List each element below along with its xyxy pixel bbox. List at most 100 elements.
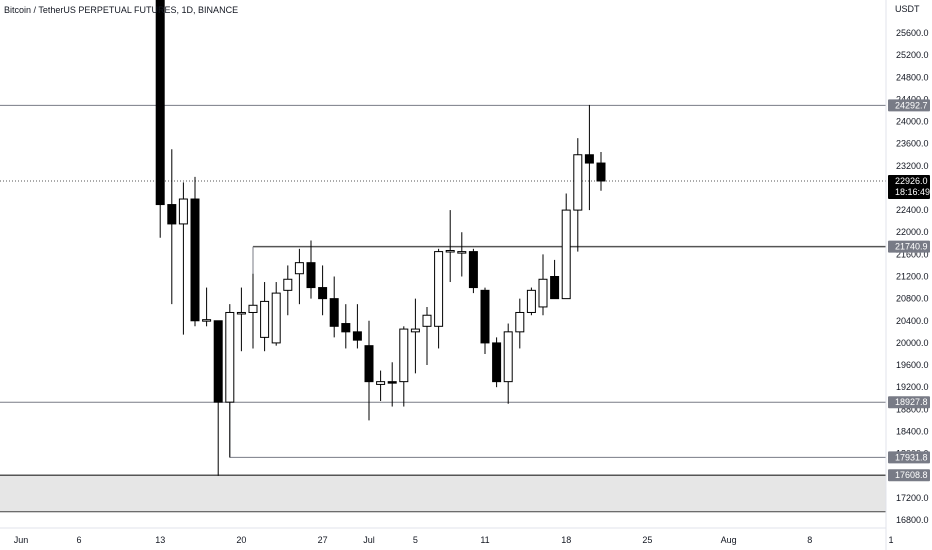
level-price-tag-bg: [888, 451, 930, 464]
date-tick-label: 11: [480, 535, 489, 545]
currency-label: USDT: [895, 4, 920, 14]
price-tick-label: 17200.0: [896, 493, 929, 503]
date-tick-label: 18: [561, 535, 571, 545]
candle: [236, 287, 246, 352]
price-tick-label: 19200.0: [896, 382, 929, 392]
candle-body: [352, 331, 362, 341]
candle: [190, 176, 200, 327]
candle-body: [526, 289, 536, 313]
candle-body: [410, 328, 420, 333]
price-tick-label: 22000.0: [896, 227, 929, 237]
candle: [526, 287, 536, 316]
countdown-text: 18:16:49: [895, 187, 930, 197]
candle: [596, 151, 606, 191]
candle: [283, 265, 293, 316]
date-tick-label: Jul: [363, 535, 375, 545]
candle-body: [561, 209, 571, 300]
candle: [318, 265, 328, 316]
demand-zone-layer: [0, 475, 886, 513]
candle: [468, 248, 478, 294]
chart-title: Bitcoin / TetherUS PERPETUAL FUTURES, 1D…: [4, 5, 238, 15]
candle: [225, 304, 235, 458]
price-tick-label: 24000.0: [896, 117, 929, 127]
price-tick-label: 19600.0: [896, 360, 929, 370]
candle-body: [550, 276, 560, 300]
price-tick-label: 22400.0: [896, 205, 929, 215]
candle: [457, 232, 467, 277]
candle: [573, 138, 583, 252]
candle: [410, 298, 420, 374]
candle-body: [399, 328, 409, 383]
candle: [550, 259, 560, 300]
candle: [202, 287, 212, 327]
candle-body: [480, 289, 490, 344]
date-tick-label: 27: [318, 535, 328, 545]
candle-body: [503, 331, 513, 383]
price-tick-label: 20400.0: [896, 316, 929, 326]
candle-body: [422, 314, 432, 327]
candle-body: [492, 342, 502, 383]
demand-zone: [0, 475, 886, 512]
price-tags-layer: 24292.7 21740.9 18927.8 17931.8 17608.8 22926…: [888, 99, 930, 482]
level-price-tag-text: 18927.8: [895, 397, 928, 407]
candle: [306, 240, 316, 299]
date-tick-label: 6: [76, 535, 81, 545]
candle: [434, 248, 444, 349]
candle-body: [457, 251, 467, 254]
current-price-tag-text: 22926.0: [895, 176, 928, 186]
candle: [480, 287, 490, 354]
candle: [561, 193, 571, 300]
price-tick-label: 23600.0: [896, 139, 929, 149]
candle: [503, 323, 513, 404]
candle-body: [213, 320, 223, 403]
candle: [492, 337, 502, 388]
candle-body: [306, 262, 316, 289]
price-tick-label: 23200.0: [896, 161, 929, 171]
candle-body: [318, 287, 328, 300]
level-price-tag-bg: [888, 396, 930, 409]
candle-body: [225, 311, 235, 403]
date-tick-label: 5: [413, 535, 418, 545]
candle: [538, 254, 548, 316]
time-axis[interactable]: Jun 6 13 20 27 Jul 5 11 18 25 Aug 8 1: [14, 535, 894, 545]
candle-body: [236, 311, 246, 315]
candle: [515, 298, 525, 349]
candle-body: [190, 198, 200, 322]
candle: [213, 320, 223, 476]
candle: [341, 304, 351, 349]
date-tick-label: 13: [155, 535, 165, 545]
current-price-tag-bg: [888, 174, 930, 199]
candle: [329, 276, 339, 338]
candle-body: [584, 154, 594, 164]
level-price-tag-bg: [888, 469, 930, 482]
price-tick-label: 18400.0: [896, 426, 929, 436]
date-tick-label: Jun: [14, 535, 29, 545]
level-price-tag-text: 24292.7: [895, 100, 928, 110]
candle: [248, 273, 258, 349]
price-tick-label: 18800.0: [896, 404, 929, 414]
date-tick-label: 25: [642, 535, 652, 545]
candles-layer: [155, 0, 606, 476]
candle-body: [155, 0, 165, 206]
candle-body: [271, 292, 281, 344]
candle: [584, 104, 594, 211]
date-tick-label: 8: [807, 535, 812, 545]
candle-body: [538, 278, 548, 308]
candle: [271, 282, 281, 346]
candle-body: [167, 204, 177, 225]
candle-body: [283, 278, 293, 291]
candle: [352, 304, 362, 349]
candle: [445, 210, 455, 283]
candle-body: [202, 319, 212, 322]
candle: [422, 306, 432, 366]
level-price-tag-bg: [888, 240, 930, 253]
candle-body: [387, 381, 397, 384]
candle: [399, 326, 409, 407]
candle: [155, 0, 165, 238]
candle: [178, 182, 188, 335]
candle-body: [178, 198, 188, 225]
candle-body: [329, 298, 339, 327]
date-tick-label: 20: [236, 535, 246, 545]
candle: [387, 362, 397, 407]
